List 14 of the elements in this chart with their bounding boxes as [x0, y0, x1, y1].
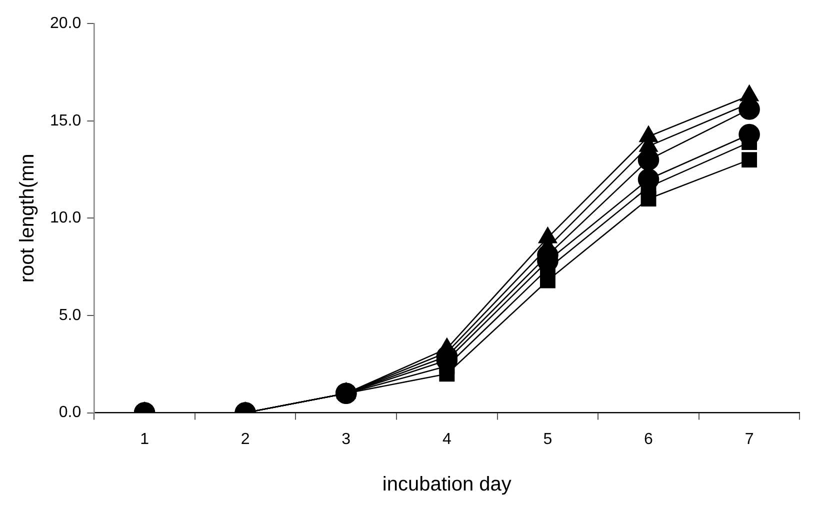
y-tick-label: 15.0 — [50, 112, 82, 130]
x-tick-label: 4 — [442, 430, 452, 448]
y-tick-label: 20.0 — [50, 15, 82, 32]
x-tick-label: 1 — [140, 430, 150, 448]
x-axis-title: incubation day — [382, 474, 512, 496]
x-tick-label: 2 — [240, 430, 250, 448]
y-tick-label: 10.0 — [50, 210, 82, 227]
x-tick-label: 7 — [744, 430, 754, 448]
x-tick-label: 3 — [342, 430, 351, 448]
x-tick-label: 6 — [644, 430, 654, 448]
y-tick-label: 0.0 — [58, 404, 82, 422]
y-tick-label: 5.0 — [58, 306, 82, 324]
y-axis-title: root length(mn — [16, 154, 39, 283]
x-tick-label: 5 — [543, 430, 552, 448]
